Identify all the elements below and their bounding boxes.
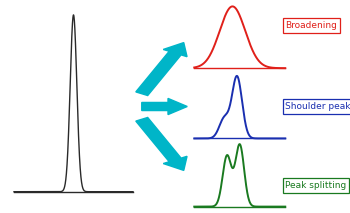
FancyArrow shape [136, 118, 187, 170]
FancyArrow shape [136, 43, 187, 95]
FancyArrow shape [142, 98, 187, 115]
Text: Peak splitting: Peak splitting [285, 181, 346, 190]
Text: Shoulder peak: Shoulder peak [285, 102, 350, 111]
Text: Broadening: Broadening [285, 21, 337, 30]
